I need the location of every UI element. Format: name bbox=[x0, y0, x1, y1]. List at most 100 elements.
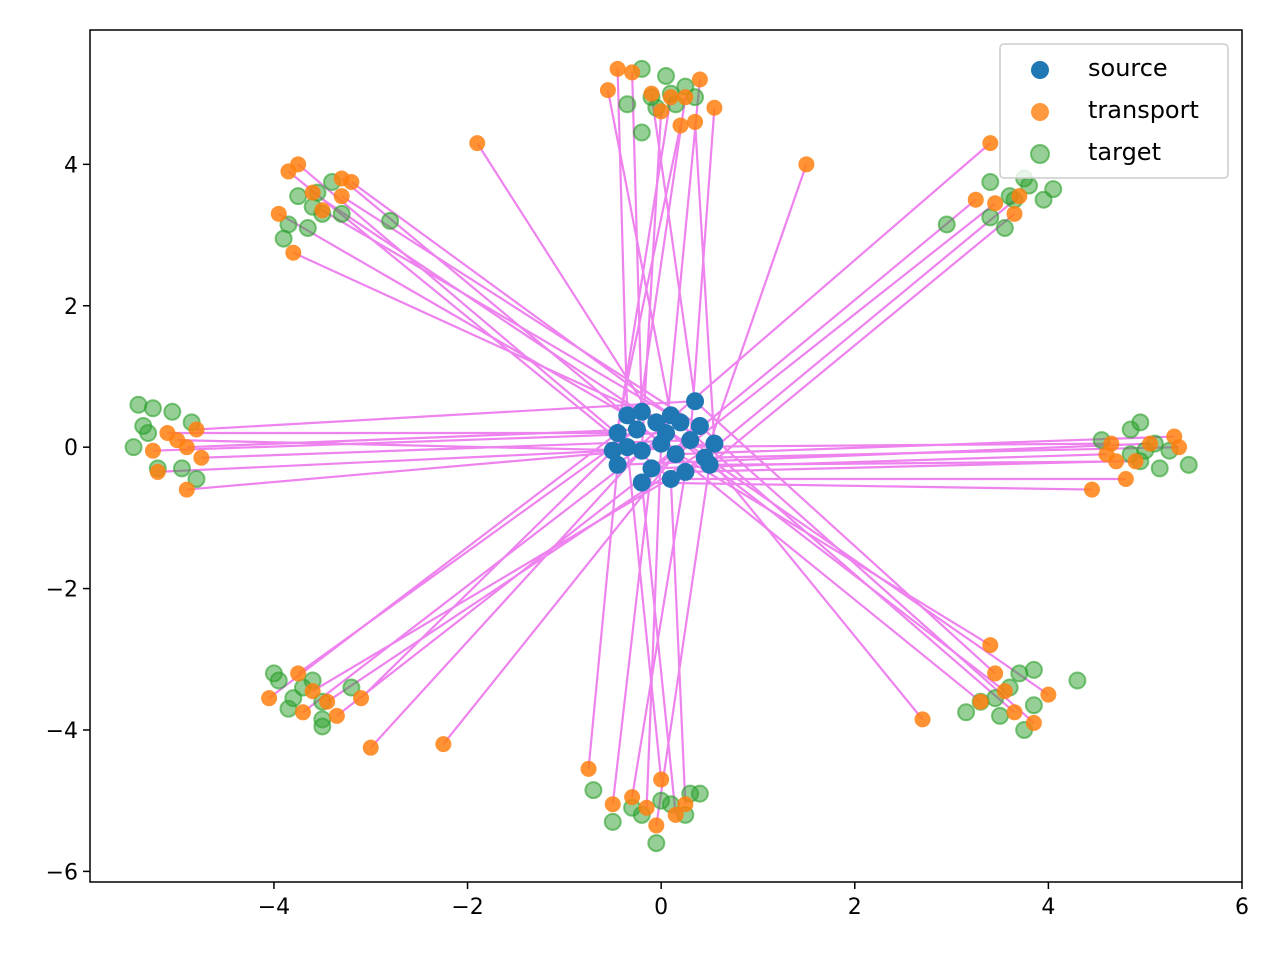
target-point bbox=[289, 187, 308, 206]
transport-point bbox=[580, 760, 597, 777]
target-point bbox=[1024, 660, 1043, 679]
target-point bbox=[584, 781, 603, 800]
legend-label-source: source bbox=[1088, 54, 1168, 82]
transport-point bbox=[1103, 435, 1120, 452]
transport-point bbox=[967, 191, 984, 208]
legend-marker-transport bbox=[1031, 103, 1049, 121]
target-point bbox=[981, 173, 1000, 192]
transport-point bbox=[653, 103, 670, 120]
transport-point bbox=[1040, 686, 1057, 703]
transport-point bbox=[987, 195, 1004, 212]
source-point bbox=[686, 392, 705, 411]
source-point bbox=[690, 416, 709, 435]
x-tick-label: 6 bbox=[1235, 895, 1249, 920]
y-tick-label: −2 bbox=[46, 578, 78, 603]
target-point bbox=[647, 834, 666, 853]
source-point bbox=[705, 434, 724, 453]
transport-line bbox=[669, 478, 687, 805]
transport-line bbox=[302, 432, 667, 714]
transport-point bbox=[996, 683, 1013, 700]
transport-line bbox=[670, 414, 1016, 714]
transport-line bbox=[186, 428, 638, 449]
legend: source transport target bbox=[999, 43, 1229, 179]
transport-point bbox=[1108, 453, 1125, 470]
transport-line bbox=[312, 456, 706, 693]
transport-point bbox=[604, 796, 621, 813]
transport-point bbox=[624, 789, 641, 806]
y-tick-label: 2 bbox=[64, 295, 78, 320]
transport-line bbox=[321, 209, 672, 417]
target-point bbox=[332, 204, 351, 223]
transport-point bbox=[362, 739, 379, 756]
transport-line bbox=[476, 142, 677, 455]
y-axis-ticks: −6 −4 −2 0 2 4 bbox=[46, 153, 90, 885]
source-point bbox=[676, 462, 695, 481]
transport-line bbox=[297, 163, 672, 480]
target-point bbox=[139, 424, 158, 443]
transport-line bbox=[635, 97, 687, 430]
transport-line bbox=[641, 481, 1092, 491]
transport-line bbox=[312, 191, 657, 424]
transport-line bbox=[693, 121, 716, 444]
transport-point bbox=[435, 736, 452, 753]
target-point bbox=[603, 812, 622, 831]
transport-point bbox=[343, 174, 360, 191]
x-tick-label: 0 bbox=[654, 895, 668, 920]
transport-line bbox=[626, 447, 663, 780]
target-point bbox=[143, 399, 162, 418]
source-point bbox=[700, 455, 719, 474]
legend-label-target: target bbox=[1088, 138, 1161, 166]
transport-line bbox=[177, 438, 642, 452]
x-axis-ticks: −4 −2 0 2 4 6 bbox=[258, 882, 1249, 920]
target-point bbox=[632, 123, 651, 142]
transport-point bbox=[691, 71, 708, 88]
transport-line bbox=[611, 125, 682, 451]
transport-line bbox=[708, 212, 1016, 466]
transport-line bbox=[157, 449, 613, 474]
transport-line bbox=[587, 464, 619, 769]
transport-point bbox=[914, 711, 931, 728]
transport-line bbox=[616, 142, 992, 466]
target-point bbox=[274, 229, 293, 248]
transport-point bbox=[333, 188, 350, 205]
target-point bbox=[1150, 459, 1169, 478]
transport-line bbox=[694, 400, 996, 675]
transport-point bbox=[1025, 714, 1042, 731]
y-tick-label: −6 bbox=[46, 860, 78, 885]
source-point bbox=[608, 424, 627, 443]
transport-point bbox=[270, 205, 287, 222]
transport-point bbox=[798, 156, 815, 173]
target-point bbox=[1024, 696, 1043, 715]
target-point bbox=[342, 678, 361, 697]
transport-point bbox=[290, 665, 307, 682]
source-point bbox=[652, 434, 671, 453]
transport-point bbox=[328, 707, 345, 724]
transport-point bbox=[469, 135, 486, 152]
target-point bbox=[995, 218, 1014, 237]
transport-line bbox=[640, 482, 677, 815]
transport-line bbox=[196, 400, 696, 431]
source-point bbox=[618, 438, 637, 457]
x-tick-label: 2 bbox=[848, 895, 862, 920]
source-point bbox=[647, 413, 666, 432]
transport-point bbox=[982, 637, 999, 654]
target-point bbox=[163, 402, 182, 421]
target-point bbox=[990, 706, 1009, 725]
target-point bbox=[1010, 664, 1029, 683]
transport-line bbox=[369, 449, 643, 749]
transport-line bbox=[664, 79, 701, 434]
x-tick-label: −4 bbox=[258, 895, 290, 920]
transport-line bbox=[645, 443, 663, 808]
transport-point bbox=[304, 184, 321, 201]
transport-point bbox=[1006, 205, 1023, 222]
transport-point bbox=[1117, 470, 1134, 487]
transport-point bbox=[314, 202, 331, 219]
transport-point bbox=[609, 60, 626, 77]
source-point bbox=[681, 431, 700, 450]
transport-point bbox=[1083, 481, 1100, 498]
target-point bbox=[690, 784, 709, 803]
target-point bbox=[313, 717, 332, 736]
transport-point bbox=[1171, 439, 1188, 456]
transport-point bbox=[1127, 453, 1144, 470]
transport-point bbox=[261, 690, 278, 707]
